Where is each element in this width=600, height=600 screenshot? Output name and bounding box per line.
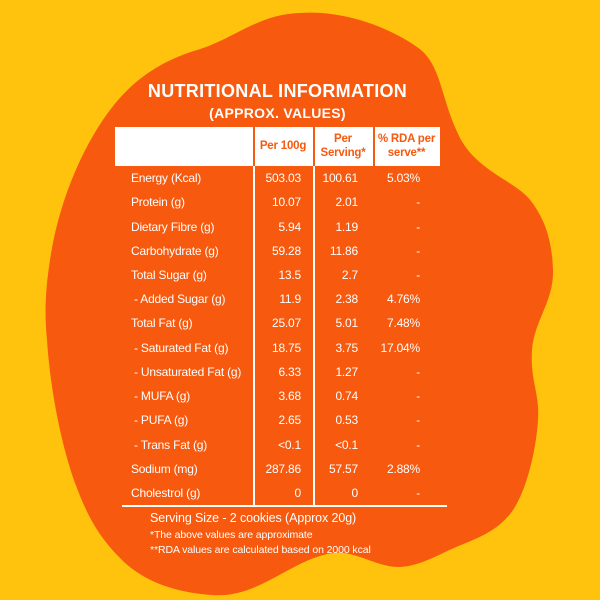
serving-size-text: Serving Size - 2 cookies (Approx 20g) [150,511,357,525]
table-row: Carbohydrate (g) 59.28 11.86 - [115,239,440,263]
rda-per-serve-value: - [416,437,420,452]
header-cell-per-100g: Per 100g [259,139,307,152]
per-serving-value: 2.38 [335,292,358,307]
rda-per-serve-value: 17.04% [380,340,421,355]
rda-per-serve-value: 7.48% [386,316,420,331]
table-row: - Unsaturated Fat (g) 6.33 1.27 - [115,360,440,384]
per-100g-value: 13.5 [278,267,301,282]
per-serving-value: 100.61 [322,171,358,186]
table-bottom-rule [122,505,447,507]
per-serving-value: <0.1 [335,437,358,452]
per-100g-value: 2.65 [278,413,301,428]
rda-per-serve-value: 4.76% [386,292,420,307]
rda-per-serve-value: 2.88% [386,461,420,476]
per-100g-value: 0 [294,485,302,500]
table-row: - Added Sugar (g) 11.9 2.38 4.76% [115,287,440,311]
per-100g-value: 287.86 [265,461,301,476]
per-100g-value: 503.03 [265,171,301,186]
per-serving-value: 3.75 [335,340,358,355]
per-serving-value: 1.27 [335,364,358,379]
per-100g-value: <0.1 [278,437,301,452]
per-100g-value: 59.28 [271,243,301,258]
rda-per-serve-value: - [416,267,420,282]
body-column-divider [313,166,315,505]
label-footer: Serving Size - 2 cookies (Approx 20g) *T… [150,511,371,558]
per-serving-value: 1.19 [335,219,358,234]
per-serving-value: 0.74 [335,389,358,404]
nutrient-label: - Saturated Fat (g) [134,340,229,355]
nutrition-table-body: Energy (Kcal) 503.03 100.61 5.03% Protei… [115,166,440,505]
nutrient-label: Total Fat (g) [131,316,193,331]
header-cell-per-serving: Per Serving* [320,132,366,159]
nutrient-label: - Trans Fat (g) [134,437,208,452]
header-cell-rda: % RDA per serve** [377,132,436,159]
per-100g-value: 25.07 [271,316,301,331]
nutrient-label: - Unsaturated Fat (g) [134,364,242,379]
nutrient-label: - PUFA (g) [134,413,189,428]
table-row: - PUFA (g) 2.65 0.53 - [115,408,440,432]
per-serving-value: 2.01 [335,195,358,210]
table-row: Total Sugar (g) 13.5 2.7 - [115,263,440,287]
nutrient-label: - Added Sugar (g) [134,292,226,307]
header-divider [373,127,375,166]
page-title: NUTRITIONAL INFORMATION [147,81,408,101]
table-row: Dietary Fibre (g) 5.94 1.19 - [115,214,440,238]
header-divider [313,127,315,166]
per-serving-value: 2.7 [341,267,358,282]
table-row: Energy (Kcal) 503.03 100.61 5.03% [115,166,440,190]
header-divider [253,127,255,166]
table-row: - MUFA (g) 3.68 0.74 - [115,384,440,408]
rda-per-serve-value: - [416,389,420,404]
table-row: Protein (g) 10.07 2.01 - [115,190,440,214]
nutrient-label: Sodium (mg) [131,461,198,476]
nutrient-label: Total Sugar (g) [131,267,207,282]
rda-per-serve-value: - [416,485,420,500]
per-100g-value: 5.94 [278,219,301,234]
nutrient-label: Cholestrol (g) [131,485,201,500]
per-100g-value: 3.68 [278,389,301,404]
nutrient-label: Energy (Kcal) [131,171,202,186]
table-row: Total Fat (g) 25.07 5.01 7.48% [115,311,440,335]
label-header: NUTRITIONAL INFORMATION (APPROX. VALUES) [115,81,440,121]
rda-note: **RDA values are calculated based on 200… [150,544,371,557]
nutrient-label: Protein (g) [131,195,185,210]
nutrient-label: Carbohydrate (g) [131,243,219,258]
per-serving-value: 0 [351,485,359,500]
page-subtitle: (APPROX. VALUES) [209,104,346,121]
approx-note: *The above values are approximate [150,529,313,541]
per-100g-value: 18.75 [271,340,301,355]
rda-per-serve-value: 5.03% [386,171,420,186]
rda-per-serve-value: - [416,195,420,210]
nutrient-label: - MUFA (g) [134,389,191,404]
nutrient-label: Dietary Fibre (g) [131,219,215,234]
per-serving-value: 0.53 [335,413,358,428]
table-row: Sodium (mg) 287.86 57.57 2.88% [115,457,440,481]
per-100g-value: 10.07 [271,195,301,210]
table-row: - Trans Fat (g) <0.1 <0.1 - [115,432,440,456]
per-100g-value: 11.9 [279,292,301,307]
rda-per-serve-value: - [416,364,420,379]
per-serving-value: 11.86 [329,243,358,258]
rda-per-serve-value: - [416,413,420,428]
table-header-row: Per 100g Per Serving* % RDA per serve** [115,127,440,166]
table-row: - Saturated Fat (g) 18.75 3.75 17.04% [115,336,440,360]
header-cell-empty [115,127,253,166]
table-row: Cholestrol (g) 0 0 - [115,481,440,505]
per-serving-value: 57.57 [328,461,358,476]
per-serving-value: 5.01 [335,316,358,331]
per-100g-value: 6.33 [278,364,301,379]
body-column-divider [253,166,255,505]
rda-per-serve-value: - [416,243,420,258]
rda-per-serve-value: - [416,219,420,234]
